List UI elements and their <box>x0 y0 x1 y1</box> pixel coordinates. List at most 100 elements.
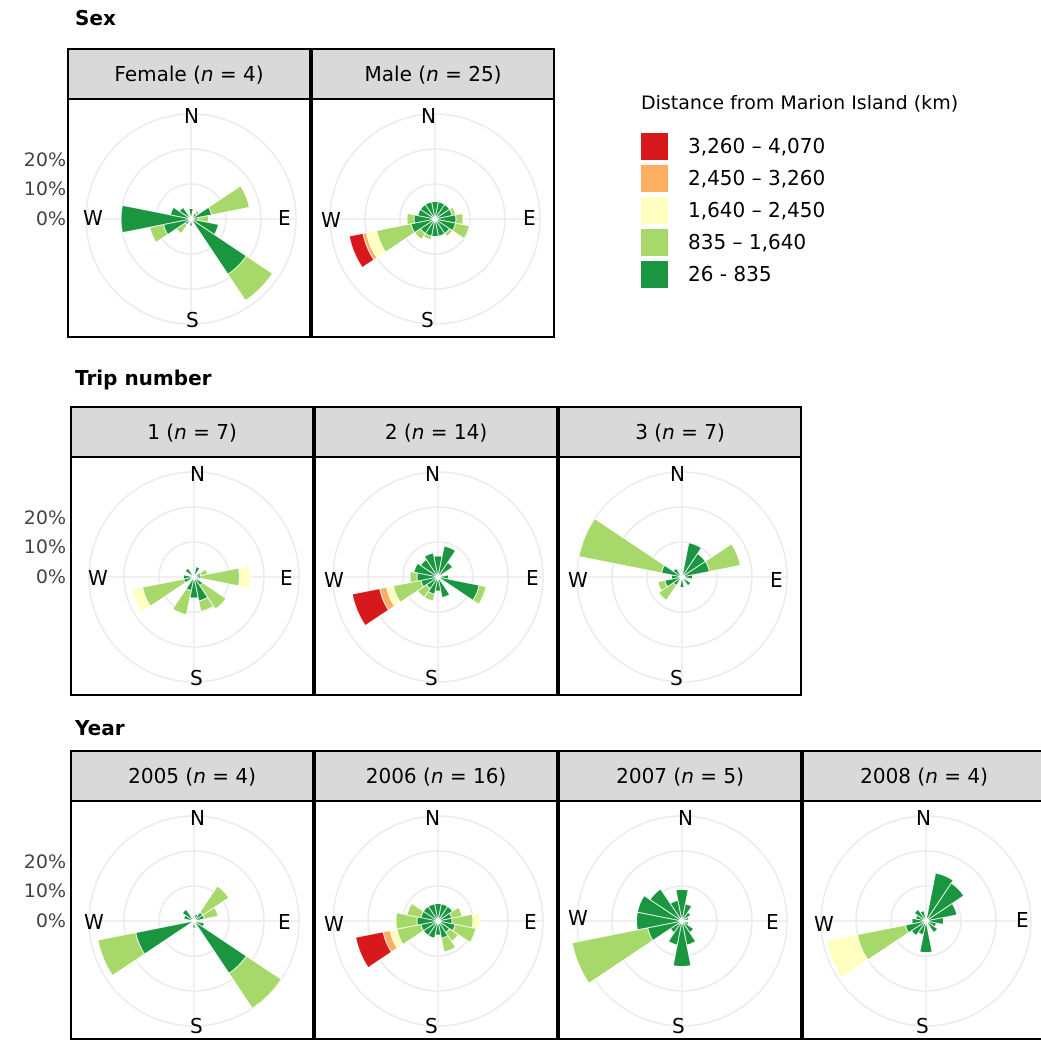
compass-n: N <box>678 806 693 830</box>
rose-wedge <box>207 185 250 216</box>
y-tick-label: 0% <box>35 566 66 588</box>
rose-wedge <box>669 899 683 922</box>
rose-wedge <box>825 934 869 978</box>
rose-wedge <box>649 888 683 922</box>
panel-year-2005: 2005 (n = 4) N E S W <box>70 750 314 1040</box>
legend-label: 1,640 – 2,450 <box>688 198 826 222</box>
rose-wedge <box>471 912 481 930</box>
compass-s: S <box>186 308 199 332</box>
rose-wedge <box>681 911 692 922</box>
legend-swatch <box>641 164 668 192</box>
rose-wedge <box>679 576 685 588</box>
facet-strip: 2006 (n = 16) <box>314 750 558 802</box>
legend-swatch <box>641 196 668 224</box>
compass-n: N <box>184 104 199 128</box>
rose-wedge <box>406 902 425 919</box>
facet-strip: Female (n = 4) <box>67 48 311 100</box>
legend-title: Distance from Marion Island (km) <box>641 92 959 114</box>
rose-chart <box>571 815 788 1027</box>
compass-s: S <box>916 1014 929 1038</box>
polar-plot: N E S W <box>67 100 311 338</box>
compass-n: N <box>421 104 436 128</box>
facet-strip: 2005 (n = 4) <box>70 750 314 802</box>
strip-n: n <box>193 764 206 788</box>
rose-wedge <box>636 895 683 922</box>
rose-wedge <box>444 228 454 238</box>
rose-wedge <box>925 872 954 922</box>
compass-e: E <box>280 566 293 590</box>
compass-w: W <box>88 566 108 590</box>
strip-n: n <box>411 420 425 444</box>
compass-e: E <box>766 910 779 934</box>
rose-wedge <box>97 932 146 977</box>
compass-n: N <box>670 462 685 486</box>
strip-count: = 7) <box>186 420 237 444</box>
rose-wedge <box>427 903 439 922</box>
facet-strip: 1 (n = 7) <box>70 406 314 458</box>
rose-wedge <box>413 562 439 578</box>
rose-wedge <box>675 889 689 922</box>
rose-wedge <box>704 543 741 573</box>
polar-plot: N E S W <box>70 802 314 1040</box>
legend-label: 835 – 1,640 <box>688 230 807 254</box>
strip-label: 2008 ( <box>860 764 926 788</box>
rose-wedge <box>202 906 219 920</box>
compass-w: W <box>324 912 344 936</box>
rose-chart <box>576 471 788 683</box>
compass-n: N <box>190 462 205 486</box>
panel-female: Female (n = 4) N E S W <box>67 48 311 338</box>
rose-wedge <box>672 920 692 967</box>
facet-strip: 2 (n = 14) <box>314 406 558 458</box>
compass-s: S <box>421 308 434 332</box>
rose-wedge <box>178 206 192 220</box>
panel-trip-1: 1 (n = 7) N E S W <box>70 406 314 696</box>
rose-wedge <box>227 255 274 302</box>
rose-chart <box>820 815 1032 1027</box>
rose-wedge <box>667 920 683 946</box>
rose-wedge <box>169 206 192 220</box>
rose-chart <box>88 471 300 683</box>
strip-n: n <box>925 764 938 788</box>
legend-label: 3,260 – 4,070 <box>688 134 826 158</box>
compass-w: W <box>568 906 588 930</box>
compass-n: N <box>190 806 205 830</box>
facet-strip: 3 (n = 7) <box>558 406 802 458</box>
rose-chart <box>332 471 544 683</box>
strip-label: Male ( <box>364 62 427 86</box>
compass-e: E <box>278 206 291 230</box>
rose-wedge <box>135 920 195 955</box>
strip-label: Female ( <box>114 62 201 86</box>
rose-wedge <box>925 902 958 922</box>
compass-s: S <box>670 666 683 690</box>
rose-wedge <box>451 222 470 239</box>
legend-item: 2,450 – 3,260 <box>641 162 958 194</box>
legend-swatch <box>641 228 668 256</box>
legend-item: 1,640 – 2,450 <box>641 194 958 226</box>
polar-plot: N E S W <box>558 458 802 696</box>
legend-label: 26 - 835 <box>688 262 772 286</box>
facet-strip: 2007 (n = 5) <box>558 750 802 802</box>
strip-count: = 4) <box>213 62 264 86</box>
strip-n: n <box>174 420 187 444</box>
rose-wedge <box>192 920 196 929</box>
rose-wedge <box>395 912 418 930</box>
compass-e: E <box>1016 908 1029 932</box>
rose-wedge <box>181 908 195 922</box>
rose-wedge <box>183 574 195 580</box>
compass-s: S <box>425 666 438 690</box>
rose-wedge <box>351 588 390 627</box>
compass-s: S <box>190 1014 203 1038</box>
compass-w: W <box>84 910 104 934</box>
strip-label: 2 ( <box>384 420 412 444</box>
rose-wedge <box>681 916 690 922</box>
rose-wedge <box>199 582 227 610</box>
rose-wedge <box>437 576 451 599</box>
strip-n: n <box>426 62 439 86</box>
rose-wedge <box>172 588 192 616</box>
compass-n: N <box>425 462 440 486</box>
strip-count: = 14) <box>424 420 488 444</box>
polar-plot: N E S W <box>314 802 558 1040</box>
legend-item: 835 – 1,640 <box>641 226 958 258</box>
strip-count: = 25) <box>438 62 502 86</box>
compass-s: S <box>190 666 203 690</box>
